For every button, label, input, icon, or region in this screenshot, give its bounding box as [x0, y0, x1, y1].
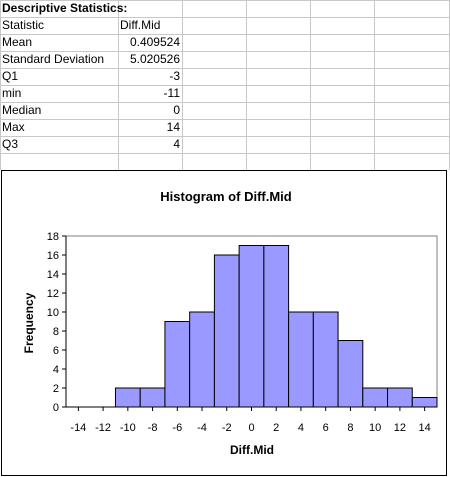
y-tick-label: 10 [47, 307, 59, 319]
histogram-bar[interactable] [139, 387, 166, 408]
y-axis-title: Frequency [22, 292, 36, 353]
row-median-label[interactable]: Median [2, 103, 42, 117]
histogram-chart[interactable]: Histogram of Diff.Mid Diff.Mid Frequency… [1, 170, 447, 476]
x-tick-label: -14 [70, 422, 86, 434]
y-tick-label: 2 [53, 383, 59, 395]
histogram-bar[interactable] [263, 245, 290, 408]
row-q3-label[interactable]: Q3 [2, 137, 19, 151]
x-tick-label: 4 [298, 422, 304, 434]
row-std-label[interactable]: Standard Deviation [2, 52, 105, 66]
histogram-bar[interactable] [213, 254, 240, 408]
chart-title: Histogram of Diff.Mid [160, 189, 291, 204]
axes: 0 2 4 6 8 10 12 14 16 18 -14 -12 -10 -8 -6 -4 -2 0 2 4 6 8 10 1… [47, 231, 437, 434]
x-tick-label: -4 [197, 422, 207, 434]
histogram-bar[interactable] [387, 387, 413, 408]
x-tick-label: 8 [347, 422, 353, 434]
row-q1-label[interactable]: Q1 [2, 69, 19, 83]
row-min-label[interactable]: min [2, 86, 22, 100]
histogram-bar[interactable] [362, 387, 389, 408]
histogram-svg: Histogram of Diff.Mid Diff.Mid Frequency… [22, 189, 438, 457]
row-std-value[interactable]: 5.020526 [129, 52, 180, 66]
x-tick-label: 6 [323, 422, 329, 434]
grid-lines [0, 0, 450, 170]
row-min-value[interactable]: -11 [163, 86, 180, 100]
histogram-bar[interactable] [411, 397, 438, 408]
x-tick-label: -8 [148, 422, 158, 434]
x-tick-label: 10 [369, 422, 381, 434]
histogram-bar[interactable] [312, 311, 339, 408]
histogram-bar[interactable] [288, 311, 314, 408]
row-max-label[interactable]: Max [2, 120, 25, 134]
row-max-value[interactable]: 14 [166, 120, 180, 134]
y-tick-label: 16 [47, 250, 59, 262]
y-tick-label: 14 [47, 269, 59, 281]
histogram-bar[interactable] [164, 321, 191, 408]
x-axis-title: Diff.Mid [230, 443, 274, 457]
row-mean-value[interactable]: 0.409524 [129, 35, 180, 49]
header-diff-mid[interactable]: Diff.Mid [120, 18, 161, 32]
histogram-bar[interactable] [337, 340, 364, 408]
y-tick-label: 18 [47, 231, 59, 243]
row-q1-value[interactable]: -3 [169, 69, 180, 83]
x-tick-label: 14 [419, 422, 431, 434]
y-tick-label: 8 [53, 326, 59, 338]
row-mean-label[interactable]: Mean [2, 35, 33, 49]
histogram-bar[interactable] [189, 311, 215, 408]
x-tick-label: 2 [273, 422, 279, 434]
header-statistic[interactable]: Statistic [2, 18, 45, 32]
y-tick-label: 12 [47, 288, 59, 300]
x-tick-label: -10 [120, 422, 136, 434]
x-tick-label: 0 [248, 422, 254, 434]
y-tick-label: 0 [53, 402, 59, 414]
x-tick-label: -12 [95, 422, 111, 434]
histogram-bar[interactable] [114, 387, 141, 408]
spreadsheet-grid: Descriptive Statistics: Statistic Diff.M… [0, 0, 450, 170]
y-tick-label: 6 [53, 345, 59, 357]
row-q3-value[interactable]: 4 [173, 137, 180, 151]
histogram-bars [114, 245, 438, 408]
histogram-bar[interactable] [238, 245, 265, 408]
row-median-value[interactable]: 0 [173, 103, 180, 117]
stats-title[interactable]: Descriptive Statistics: [2, 1, 128, 15]
y-tick-label: 4 [53, 364, 59, 376]
x-tick-label: -2 [222, 422, 232, 434]
x-tick-label: 12 [394, 422, 406, 434]
x-tick-label: -6 [172, 422, 182, 434]
